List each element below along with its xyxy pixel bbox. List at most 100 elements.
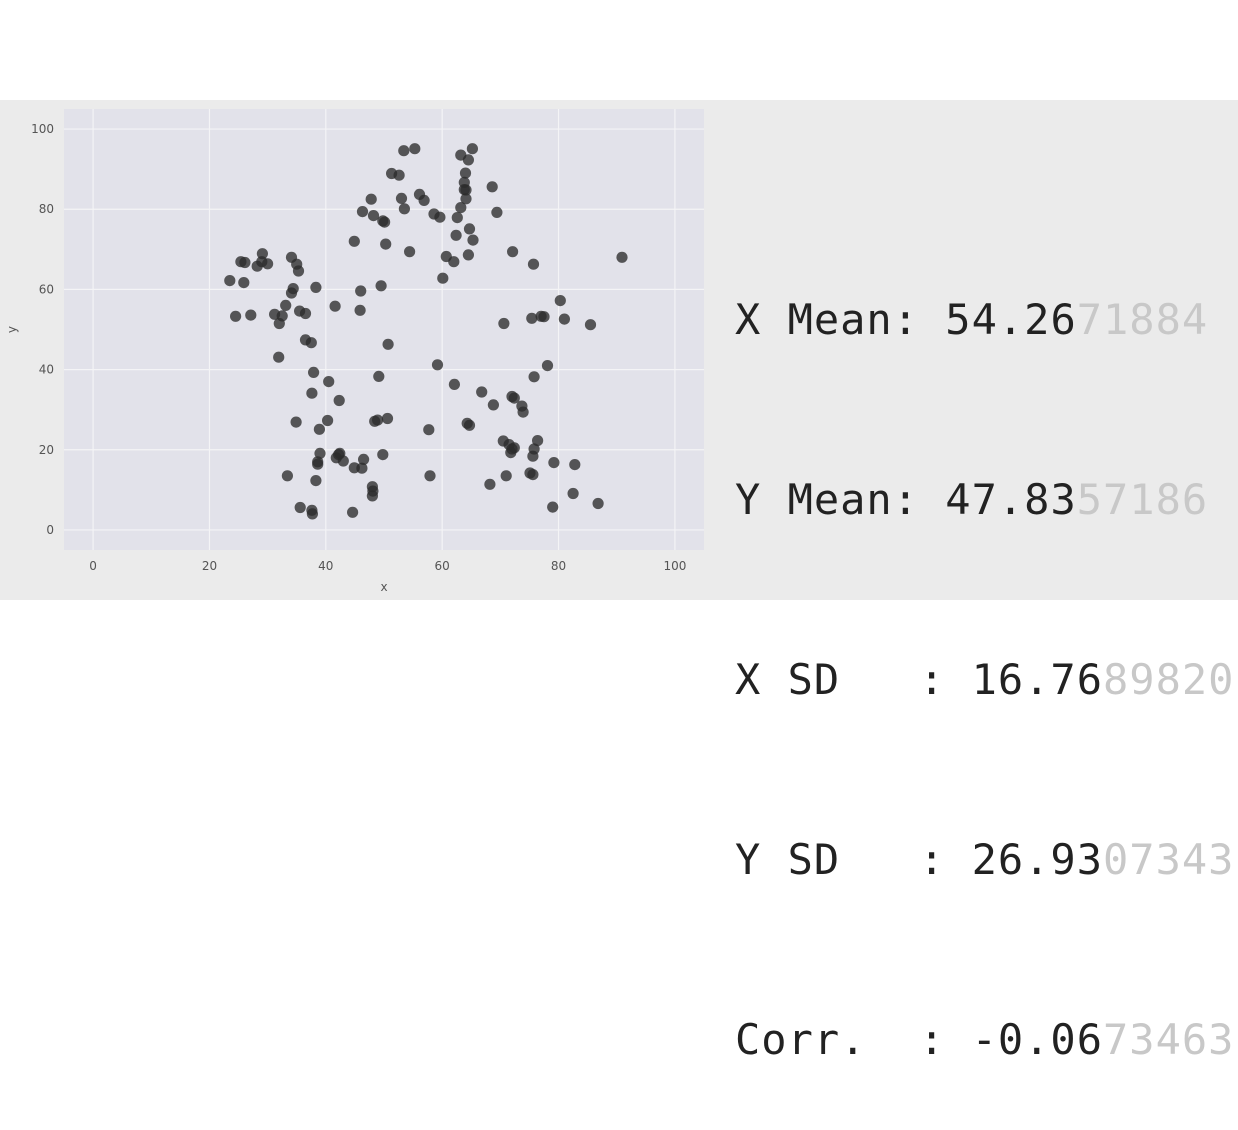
stat-value: 47.83 — [945, 475, 1077, 524]
data-point — [365, 193, 377, 205]
data-point — [459, 167, 472, 179]
stat-label: Corr. : — [735, 1015, 972, 1064]
data-point — [500, 470, 512, 482]
stat-label: X Mean: — [735, 295, 946, 344]
data-point — [308, 366, 320, 378]
data-point — [569, 459, 581, 471]
stat-row-y-sd: Y SD : 26.9307343 — [735, 830, 1233, 890]
data-point — [451, 212, 463, 224]
data-point — [528, 371, 540, 383]
data-point — [276, 310, 288, 322]
data-point — [448, 378, 460, 390]
stat-value-faded-digits: 57186 — [1076, 475, 1209, 524]
data-point — [306, 387, 318, 399]
y-tick-label: 20 — [39, 443, 54, 457]
stat-row-x-sd: X SD : 16.7689820 — [735, 650, 1233, 710]
data-point — [584, 319, 597, 331]
scatter-plot: 0 20 40 60 80 100 0 20 40 60 80 100 x y — [5, 109, 704, 594]
data-point — [292, 265, 305, 277]
data-point — [462, 249, 474, 261]
data-point — [310, 281, 322, 293]
stat-value-faded-digits: 73463 — [1103, 1015, 1235, 1064]
data-point — [498, 317, 510, 330]
data-point — [395, 192, 408, 204]
stat-value: -0.06 — [971, 1015, 1104, 1064]
data-point — [224, 275, 236, 287]
data-point — [287, 283, 299, 295]
data-point — [527, 469, 539, 481]
data-point — [404, 246, 416, 258]
data-point — [467, 234, 479, 246]
data-point — [245, 309, 257, 321]
stat-value: 16.76 — [971, 655, 1104, 704]
stat-label: Y Mean: — [735, 475, 946, 524]
stat-label: Y SD : — [735, 835, 972, 884]
data-point — [290, 416, 302, 428]
data-point — [484, 478, 496, 490]
data-point — [323, 376, 335, 388]
stat-value-faded-digits: 07343 — [1103, 835, 1235, 884]
data-point — [380, 238, 392, 250]
data-point — [312, 458, 324, 470]
data-point — [273, 351, 285, 363]
data-point — [299, 307, 312, 320]
data-point — [558, 313, 571, 325]
data-point — [450, 229, 462, 241]
data-point — [437, 272, 449, 284]
data-point — [238, 277, 250, 289]
data-point — [329, 300, 341, 312]
stat-label: X SD : — [735, 655, 972, 704]
data-point — [333, 394, 345, 407]
data-point — [377, 449, 389, 461]
data-point — [382, 338, 394, 350]
data-point — [423, 424, 435, 436]
data-point — [455, 202, 467, 214]
data-point — [322, 414, 334, 427]
data-point — [424, 470, 436, 482]
data-point — [491, 206, 503, 218]
data-point — [592, 497, 604, 510]
data-point — [431, 359, 444, 371]
data-point — [547, 501, 559, 513]
data-point — [348, 235, 360, 247]
data-point — [239, 256, 251, 269]
data-point — [554, 295, 566, 307]
data-point — [616, 251, 628, 263]
data-point — [466, 143, 478, 155]
data-point — [281, 470, 293, 482]
x-tick-label: 40 — [318, 559, 333, 573]
data-points — [224, 143, 628, 520]
data-point — [516, 400, 528, 412]
data-point — [373, 370, 385, 382]
data-point — [369, 415, 381, 427]
stat-value-faded-digits: 89820 — [1103, 655, 1235, 704]
data-point — [526, 312, 538, 324]
data-point — [305, 337, 317, 349]
x-axis-ticks: 0 20 40 60 80 100 — [89, 559, 686, 573]
data-point — [393, 169, 405, 181]
data-point — [541, 360, 554, 372]
data-point — [310, 475, 322, 487]
y-tick-label: 60 — [39, 282, 54, 296]
plot-area — [64, 109, 704, 550]
data-point — [505, 447, 517, 459]
data-point — [532, 435, 544, 447]
data-point — [313, 423, 325, 435]
data-point — [367, 210, 380, 222]
stat-row-y-mean: Y Mean: 47.8357186 — [735, 470, 1215, 530]
y-tick-label: 100 — [31, 122, 54, 136]
data-point — [460, 184, 472, 196]
y-tick-label: 40 — [39, 363, 54, 377]
y-axis-ticks: 0 20 40 60 80 100 — [31, 122, 54, 537]
stat-row-x-mean: X Mean: 54.2671884 — [735, 290, 1215, 350]
data-point — [398, 203, 410, 215]
data-point — [527, 258, 540, 270]
data-point — [356, 206, 369, 218]
data-point — [434, 211, 446, 223]
x-tick-label: 80 — [551, 559, 566, 573]
data-point — [508, 392, 520, 404]
data-point — [280, 299, 292, 311]
summary-statistics: X Mean: 54.2671884 Y Mean: 47.8357186 X … — [735, 170, 1233, 1130]
data-point — [476, 386, 488, 398]
data-point — [375, 280, 387, 292]
